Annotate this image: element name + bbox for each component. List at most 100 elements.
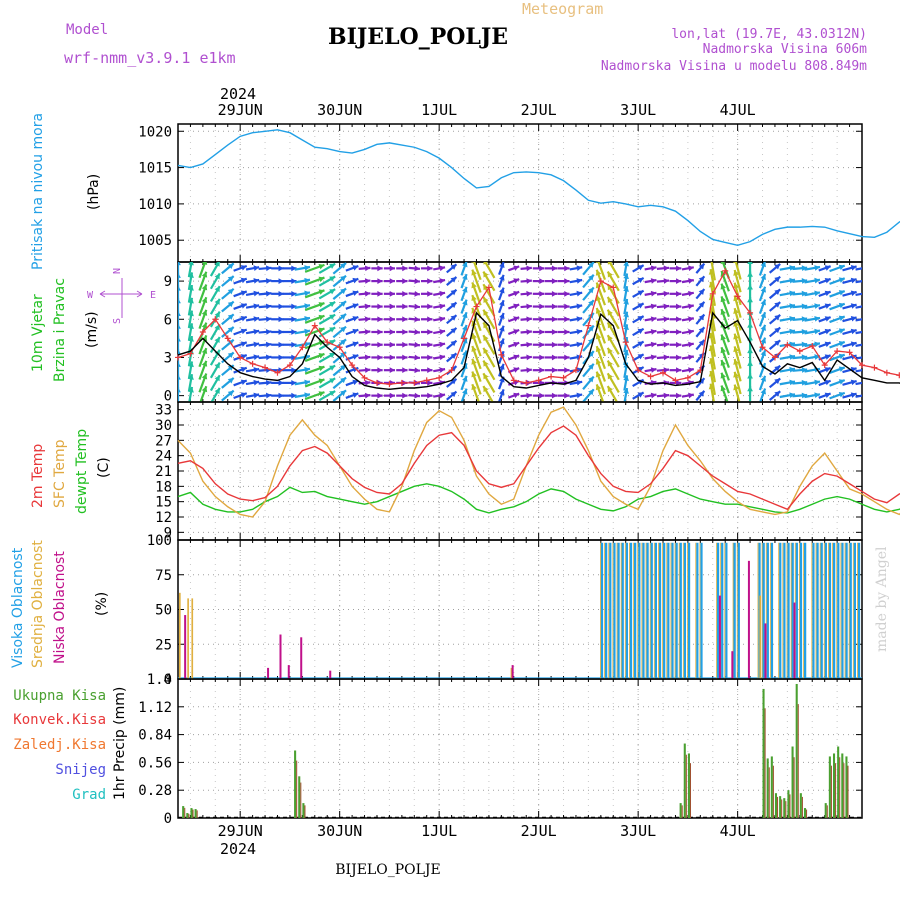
cloud-mid-bar <box>604 542 605 679</box>
wind-arrow-head <box>526 316 532 323</box>
wind-arrow-head <box>352 328 359 335</box>
wind-arrow-head <box>340 301 347 307</box>
wind-arrow-head <box>733 282 739 289</box>
cloud-mid-bar <box>637 542 639 679</box>
gust-point <box>883 369 890 376</box>
wind-arrow-head <box>650 278 657 284</box>
gust-point <box>237 354 244 361</box>
wind-arrow-head <box>588 389 594 396</box>
top-day-label: 1JUL <box>421 101 457 119</box>
wind-arrow-head <box>352 303 359 309</box>
wind-arrow-head <box>389 290 395 297</box>
wind-arrow-head <box>526 392 532 399</box>
wind-arrow-head <box>389 367 395 374</box>
wind-arrow-head <box>637 277 644 284</box>
wind-arrow-head <box>499 389 505 396</box>
wind-arrow-shaft <box>608 262 620 279</box>
precip-legend-1: Konvek.Kisa <box>13 712 106 728</box>
wind-arrow-head <box>676 341 682 348</box>
wind-arrow-head <box>814 379 820 386</box>
wind-arrow-head <box>483 262 489 265</box>
wind-arrow-head <box>838 277 845 283</box>
wind-arrow-head <box>733 262 738 264</box>
wind-arrow-head <box>595 358 602 365</box>
cloud-high-bar <box>853 542 856 679</box>
cloud-low-bar <box>747 560 750 679</box>
cloud-mid-bar <box>736 542 738 679</box>
wind-arrow-head <box>471 333 477 340</box>
wind-arrow-head <box>888 329 893 335</box>
wind-arrow-head <box>650 290 657 297</box>
wind-arrow-head <box>623 349 629 356</box>
wind-arrow-head <box>318 365 325 372</box>
wind-arrow-head <box>227 263 234 269</box>
cloud-low-bar <box>184 615 187 679</box>
wind-arrow-head <box>564 392 570 399</box>
gust-point <box>473 303 480 310</box>
precip-conv-bar <box>681 805 683 818</box>
cloud-high-bar <box>733 542 736 679</box>
wind-arrow-head <box>863 278 869 284</box>
wind-arrow-head <box>539 341 545 348</box>
cloud-high-bar <box>679 542 682 679</box>
wind-arrow-head <box>329 289 336 295</box>
wind-arrow-head <box>814 354 820 360</box>
precip-total-bar <box>791 746 794 818</box>
gust-point <box>759 344 766 351</box>
wind-arrow-head <box>304 392 310 399</box>
ytick-label: 18 <box>155 479 172 495</box>
wind-arrow-head <box>450 327 457 334</box>
precip-total-bar <box>766 758 769 818</box>
wind-arrow-head <box>253 341 260 348</box>
cloud-high-bar <box>791 542 794 679</box>
wind-arrow-shaft <box>868 395 881 396</box>
wind-arrow-head <box>364 303 371 310</box>
wind-arrow-head <box>201 284 208 291</box>
cloud-low-bar <box>329 670 332 679</box>
cloud-mid-bar <box>732 542 734 679</box>
wind-arrow-head <box>253 328 260 335</box>
wind-arrow-head <box>663 278 670 284</box>
wind-arrow-shaft <box>855 267 862 271</box>
wind-arrow-head <box>650 265 657 272</box>
gust-point <box>796 348 803 355</box>
wind-arrow-head <box>526 341 532 348</box>
wind-arrow-head <box>352 354 359 360</box>
precip-total-bar <box>190 808 193 818</box>
wind-arrow-head <box>427 278 433 284</box>
wind-arrow-head <box>471 346 477 352</box>
wind-arrow-head <box>576 303 583 310</box>
wind-arrow-head <box>265 392 272 399</box>
wind-arrow-shaft <box>855 369 862 373</box>
wind-arrow-head <box>471 384 477 391</box>
wind-arrow-head <box>698 289 705 295</box>
wind-arrow-head <box>814 341 820 348</box>
wind-arrow-head <box>414 303 420 310</box>
wind-arrow-head <box>607 296 613 303</box>
wind-arrow-head <box>863 316 869 322</box>
gust-point <box>336 344 343 351</box>
wind-arrow-head <box>462 325 468 331</box>
wind-arrow-head <box>318 378 325 384</box>
cloud-mid-bar <box>678 542 680 679</box>
top-day-label: 3JUL <box>620 101 656 119</box>
cloud-high-bar <box>799 542 803 679</box>
wind-arrow-head <box>240 277 247 284</box>
wind-arrow-head <box>789 316 796 322</box>
wind-arrow-head <box>278 341 284 348</box>
wind-arrow-head <box>402 303 408 310</box>
precip-total-bar <box>194 809 197 818</box>
wind-arrow-head <box>760 312 766 319</box>
wind-arrow-head <box>414 278 420 284</box>
wind-arrow-head <box>291 341 297 348</box>
wind-arrow-head <box>733 269 739 276</box>
wind-arrow-head <box>499 325 505 332</box>
ytick-label: 12 <box>155 510 172 526</box>
wind-arrow-head <box>663 316 670 323</box>
wind-arrow-head <box>402 278 408 284</box>
wind-arrow-head <box>623 286 629 292</box>
wind-arrow-head <box>888 291 893 297</box>
gust-point <box>560 374 567 381</box>
wind-arrow-head <box>539 367 545 374</box>
wind-arrow-head <box>875 342 880 348</box>
